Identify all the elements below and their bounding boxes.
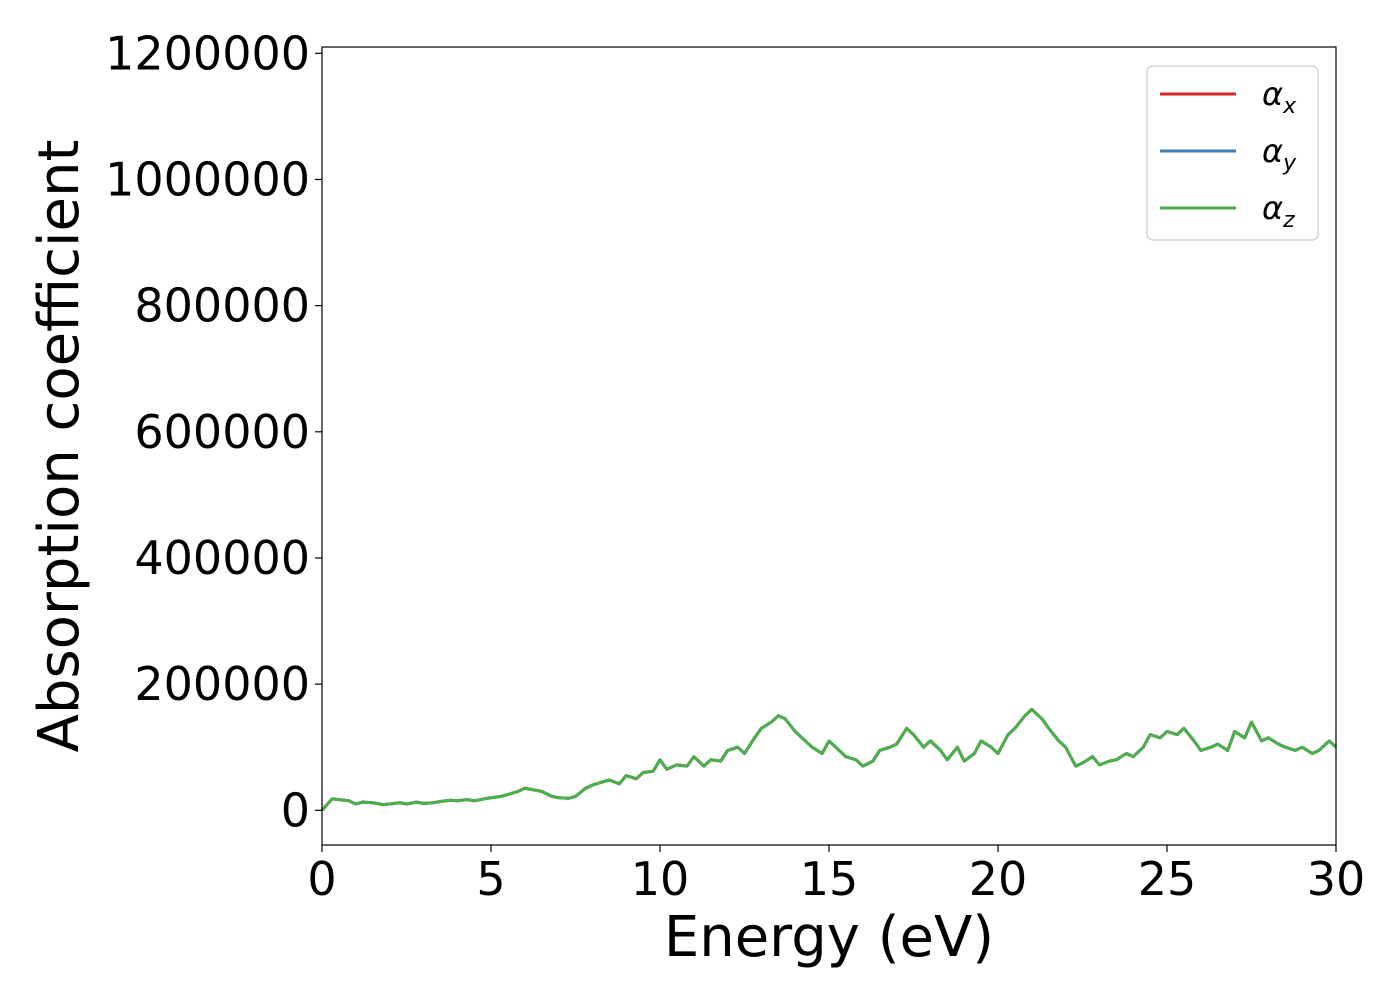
x-tick-label: 25 (1138, 852, 1197, 906)
y-tick-label: 0 (281, 783, 310, 837)
legend-item-alpha-z: αz (1160, 189, 1295, 233)
x-tick-label: 20 (969, 852, 1028, 906)
y-axis-ticks: 0 200000 400000 600000 800000 1000000 1200000 (105, 26, 322, 837)
y-tick-label: 600000 (134, 405, 310, 459)
y-tick-label: 200000 (134, 657, 310, 711)
legend-item-alpha-x: αx (1160, 75, 1297, 119)
x-axis-title: Energy (eV) (664, 905, 994, 970)
x-tick-label: 15 (800, 852, 859, 906)
y-axis-title: Absorption coefficient (27, 140, 92, 753)
legend-item-alpha-y: αy (1160, 132, 1297, 176)
x-axis-ticks: 0 5 10 15 20 25 30 (307, 845, 1365, 906)
x-tick-label: 0 (307, 852, 336, 906)
y-tick-label: 1200000 (105, 26, 310, 80)
legend-label: αx (1262, 75, 1297, 119)
y-tick-label: 1000000 (105, 152, 310, 206)
legend-label: αy (1262, 132, 1297, 176)
alpha-z-line (320, 707, 1338, 812)
legend-box (1146, 65, 1319, 241)
legend-label: αz (1262, 189, 1295, 233)
x-tick-label: 10 (631, 852, 690, 906)
series-layer (320, 707, 1338, 812)
x-tick-label: 30 (1307, 852, 1366, 906)
y-tick-label: 800000 (134, 279, 310, 333)
y-tick-label: 400000 (134, 531, 310, 585)
legend: αx αy αz (1146, 65, 1319, 241)
x-tick-label: 5 (476, 852, 505, 906)
